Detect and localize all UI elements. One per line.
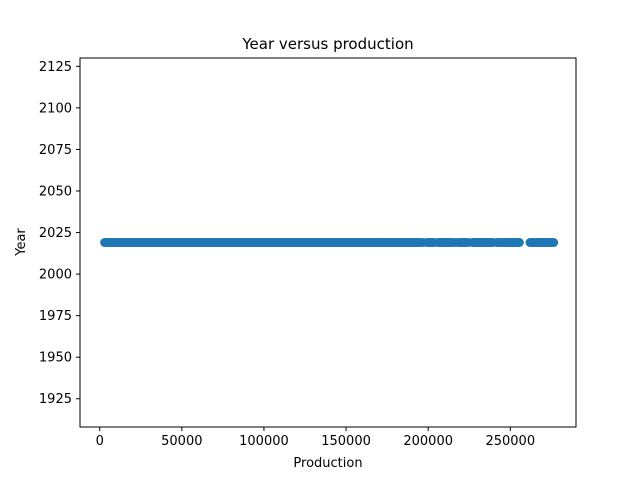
y-tick-label: 2100 — [39, 101, 72, 116]
scatter-point — [549, 238, 559, 247]
y-tick-label: 1975 — [39, 309, 72, 324]
x-tick-label: 150000 — [321, 434, 371, 449]
y-tick-label: 1925 — [39, 392, 72, 407]
y-tick-label: 2000 — [39, 268, 72, 283]
x-tick-label: 250000 — [485, 434, 535, 449]
x-axis-label: Production — [293, 456, 362, 471]
scatter-point — [514, 238, 524, 247]
x-tick-label: 100000 — [239, 434, 289, 449]
data-points — [100, 238, 559, 247]
x-axis: 0 50000 100000 150000 200000 250000 — [96, 427, 535, 449]
x-tick-label: 0 — [96, 434, 104, 449]
y-axis: 1925 1950 1975 2000 2025 2050 2075 2100 2125 — [39, 60, 80, 407]
y-tick-label: 2025 — [39, 226, 72, 241]
y-axis-label: Year — [14, 228, 29, 257]
x-tick-label: 200000 — [403, 434, 453, 449]
y-tick-label: 2050 — [39, 184, 72, 199]
chart-title: Year versus production — [241, 35, 413, 53]
x-tick-label: 50000 — [161, 434, 202, 449]
y-tick-label: 1950 — [39, 351, 72, 366]
y-tick-label: 2075 — [39, 143, 72, 158]
plot-frame — [79, 57, 577, 428]
y-tick-label: 2125 — [39, 60, 72, 75]
